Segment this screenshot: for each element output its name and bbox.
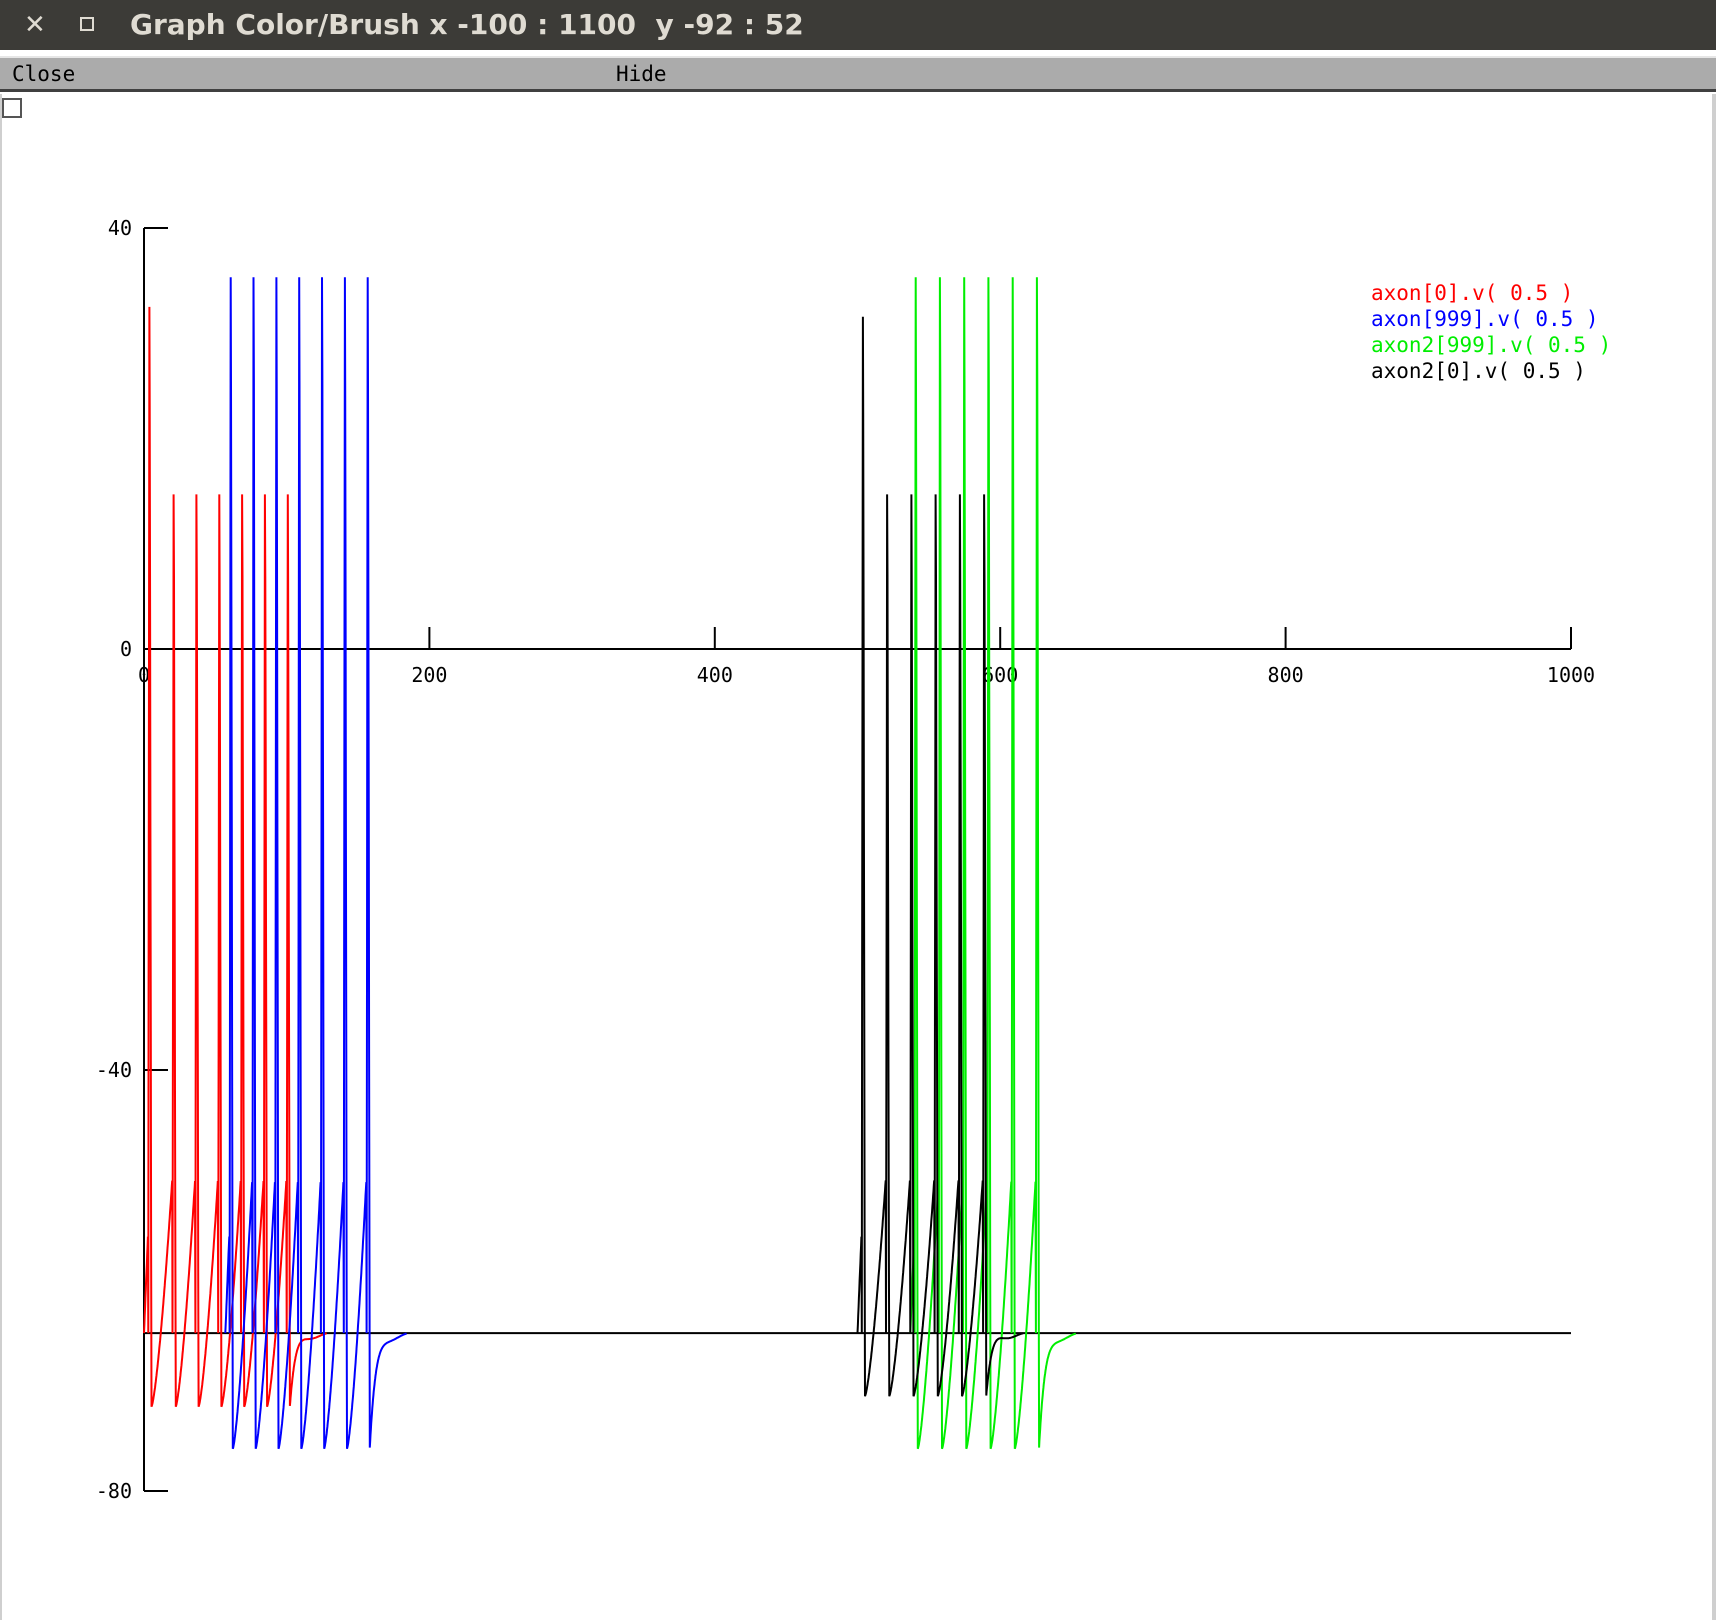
legend-entry: axon[0].v( 0.5 ): [1371, 281, 1573, 305]
graph-menu-box[interactable]: [2, 98, 22, 118]
series-line-0: [143, 306, 327, 1408]
hide-button[interactable]: Hide: [616, 62, 667, 86]
graph-panel: [0, 94, 1716, 1620]
legend-entry: axon[999].v( 0.5 ): [1371, 307, 1599, 331]
x-tick-label: 0: [138, 663, 150, 687]
x-tick-label: 800: [1268, 663, 1304, 687]
x-tick-label: 1000: [1547, 663, 1595, 687]
series-line-1: [224, 277, 407, 1450]
y-tick-label: 40: [108, 216, 132, 240]
menu-bar: Close Hide: [0, 56, 1716, 92]
y-tick-label: 0: [120, 637, 132, 661]
y-tick-label: -40: [96, 1058, 132, 1082]
maximize-window-icon[interactable]: [80, 17, 94, 31]
y-tick-label: -80: [96, 1479, 132, 1503]
close-window-icon[interactable]: ✕: [24, 10, 46, 40]
legend-entry: axon2[0].v( 0.5 ): [1371, 359, 1586, 383]
series-line-3: [856, 316, 1024, 1397]
window-title: Graph Color/Brush x -100 : 1100 y -92 : …: [130, 8, 804, 41]
close-button[interactable]: Close: [12, 62, 76, 86]
x-tick-label: 400: [697, 663, 733, 687]
legend-entry: axon2[999].v( 0.5 ): [1371, 333, 1611, 357]
window-titlebar: ✕ Graph Color/Brush x -100 : 1100 y -92 …: [0, 0, 1716, 50]
x-tick-label: 200: [411, 663, 447, 687]
